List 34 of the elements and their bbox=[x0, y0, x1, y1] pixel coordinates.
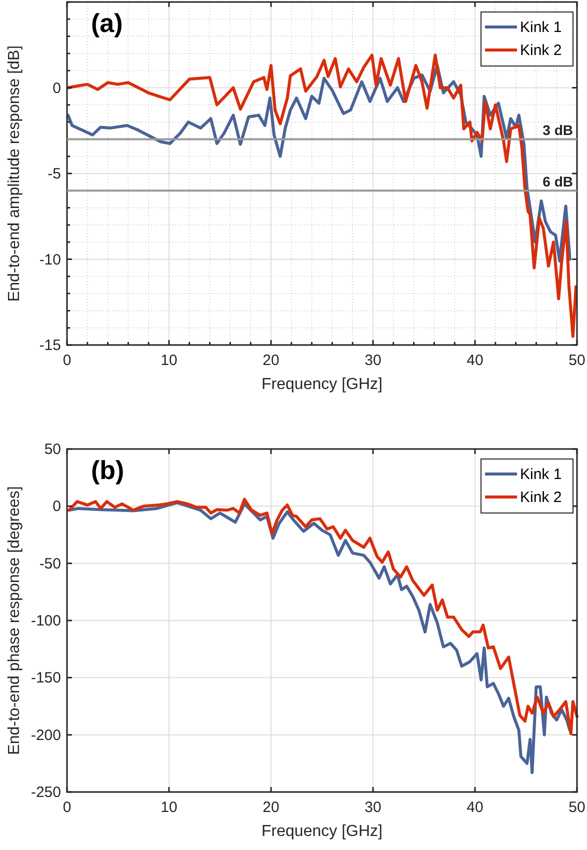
x-tick-label: 10 bbox=[160, 352, 178, 369]
x-tick-label: 10 bbox=[160, 799, 178, 816]
y-tick-label: 0 bbox=[52, 80, 61, 97]
legend-label: Kink 1 bbox=[520, 19, 562, 36]
x-tick-label: 50 bbox=[568, 799, 586, 816]
y-tick-label: 0 bbox=[52, 498, 61, 516]
y-tick-label: -10 bbox=[39, 251, 61, 268]
y-tick-label: -15 bbox=[39, 337, 61, 354]
y-axis-title: End-to-end phase response [degrees] bbox=[6, 486, 23, 755]
ref-line-label: 3 dB bbox=[542, 122, 573, 138]
y-tick-label: -150 bbox=[30, 670, 61, 687]
ref-line-label: 6 dB bbox=[542, 174, 573, 190]
x-tick-label: 40 bbox=[466, 352, 484, 369]
x-axis-title: Frequency [GHz] bbox=[262, 823, 382, 840]
legend-label: Kink 1 bbox=[520, 466, 562, 483]
x-tick-label: 20 bbox=[262, 799, 280, 816]
x-tick-label: 20 bbox=[262, 352, 280, 369]
x-tick-label: 40 bbox=[466, 799, 484, 816]
y-tick-label: -5 bbox=[48, 166, 61, 182]
y-tick-label: -100 bbox=[30, 612, 61, 630]
x-tick-label: 50 bbox=[568, 352, 586, 369]
line-series bbox=[66, 54, 578, 338]
x-tick-label: 30 bbox=[364, 799, 382, 816]
x-tick-label: 30 bbox=[364, 352, 382, 369]
x-axis-title: Frequency [GHz] bbox=[262, 376, 382, 393]
y-tick-label: -250 bbox=[30, 784, 61, 801]
y-tick-label: 50 bbox=[44, 441, 61, 458]
legend-label: Kink 2 bbox=[520, 42, 562, 59]
annotation: (a) bbox=[91, 8, 123, 38]
y-tick-label: -200 bbox=[30, 726, 61, 744]
legend-label: Kink 2 bbox=[520, 489, 562, 506]
y-axis-title: End-to-end amplitude response [dB] bbox=[6, 45, 23, 302]
y-tick-label: -50 bbox=[39, 555, 61, 572]
annotation: (b) bbox=[91, 455, 124, 485]
